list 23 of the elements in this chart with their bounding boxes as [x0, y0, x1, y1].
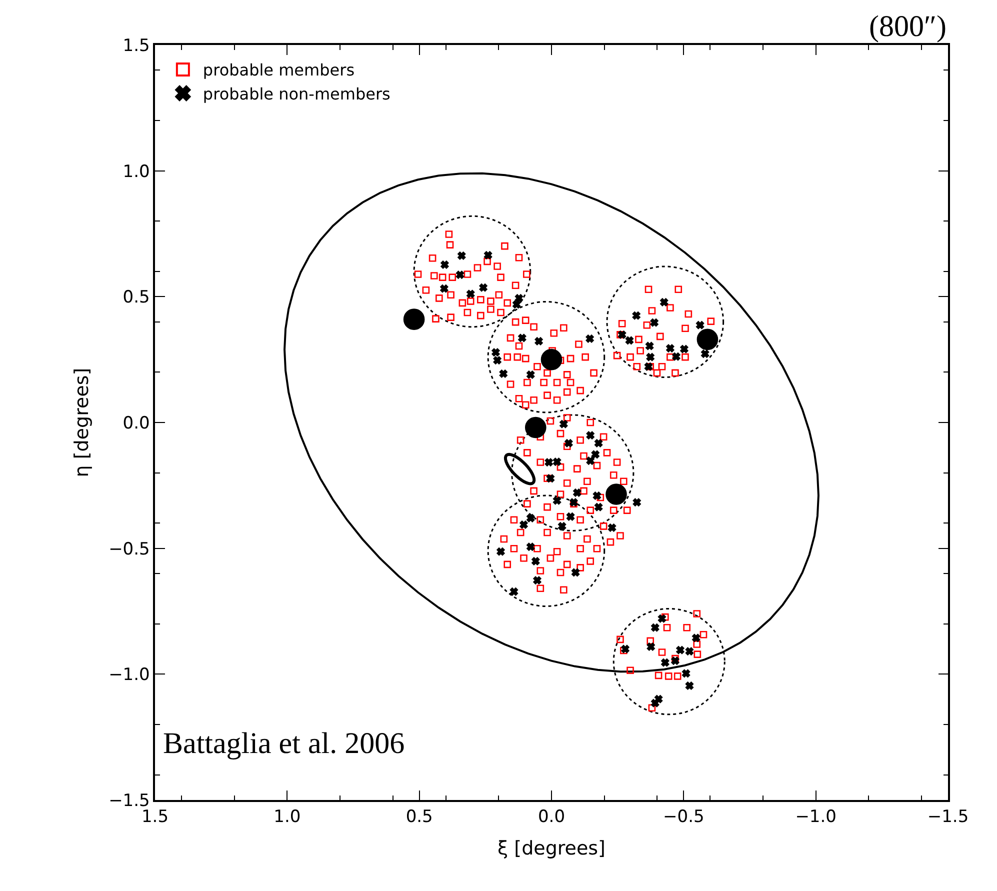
- point: [606, 484, 627, 505]
- y-axis-title: η [degrees]: [70, 368, 93, 478]
- y-tick-label: 0.5: [122, 288, 150, 308]
- x-axis-title: ξ [degrees]: [498, 837, 606, 860]
- point: [696, 328, 718, 350]
- y-tick-label: 0.0: [122, 413, 150, 434]
- x-tick-label: −1.0: [795, 807, 836, 828]
- y-tick-label: 1.5: [122, 36, 150, 56]
- y-tick-label: −0.5: [108, 539, 150, 560]
- point: [540, 348, 562, 370]
- annotation: Battaglia et al. 2006: [163, 727, 405, 760]
- y-tick-label: 1.0: [122, 162, 150, 182]
- x-tick-label: 1.0: [274, 807, 301, 828]
- y-tick-label: −1.0: [108, 665, 150, 686]
- legend-label: probable non-members: [202, 84, 390, 104]
- text: (800″): [869, 10, 946, 43]
- x-tick-label: 0.0: [538, 807, 566, 828]
- point: [525, 416, 546, 438]
- x-tick-label: 0.5: [406, 807, 433, 828]
- x-tick-label: −0.5: [663, 807, 704, 828]
- point: [403, 308, 425, 330]
- legend-label: probable members: [202, 60, 355, 80]
- x-tick-label: −1.5: [927, 807, 969, 828]
